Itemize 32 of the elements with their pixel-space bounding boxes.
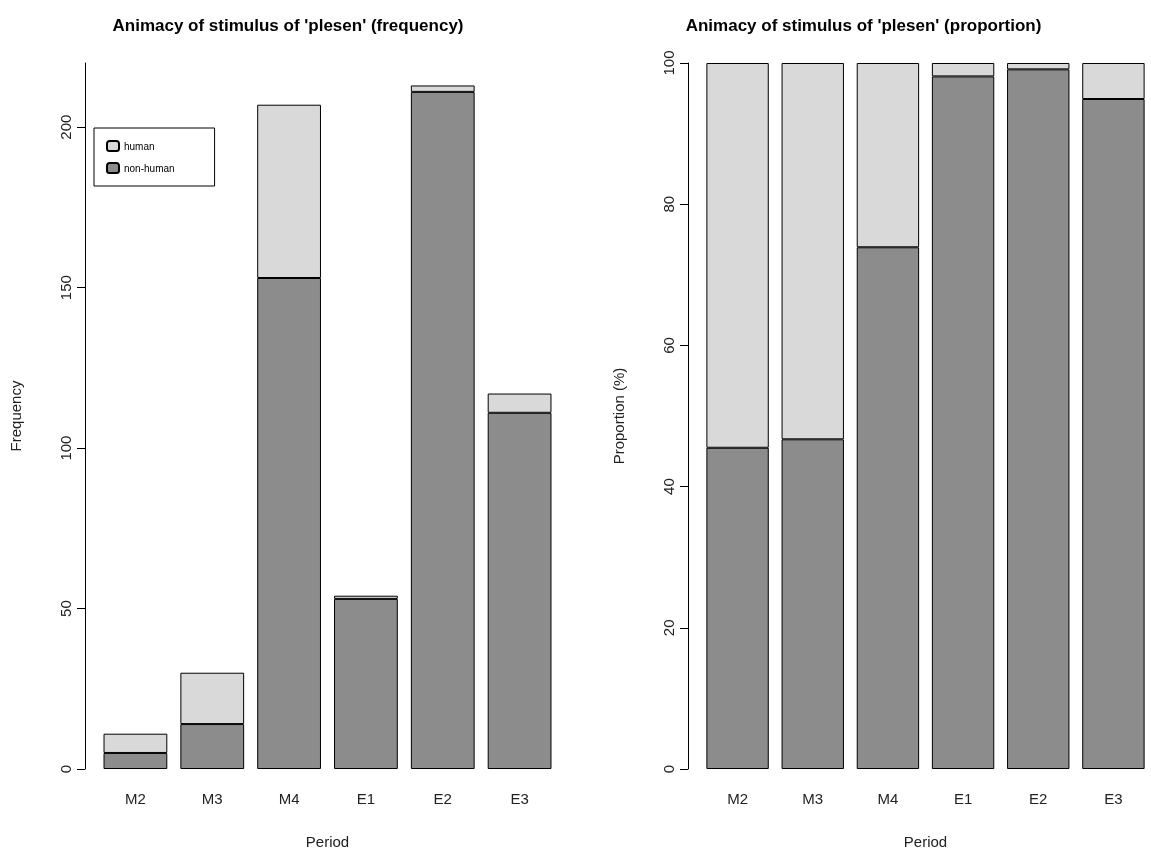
- legend-label: non-human: [124, 162, 175, 174]
- x-axis-title: Period: [903, 833, 948, 850]
- legend-label: human: [124, 140, 155, 152]
- y-tick-label: 60: [660, 337, 677, 354]
- y-tick-label: 50: [57, 600, 74, 617]
- x-tick-label: E3: [510, 790, 529, 807]
- y-tick-label: 100: [660, 50, 677, 76]
- y-tick-label: 100: [57, 435, 74, 461]
- y-tick-label: 20: [660, 619, 677, 637]
- bar: [334, 598, 398, 769]
- y-tick-label: 40: [660, 478, 677, 495]
- x-tick-label: M2: [124, 790, 146, 807]
- chart-title: Animacy of stimulus of 'plesen' (frequency): [112, 16, 464, 35]
- x-tick-label: M4: [877, 790, 899, 807]
- x-tick-label: E2: [1029, 790, 1048, 807]
- x-tick-label: M2: [727, 790, 749, 807]
- x-tick-label: M3: [802, 790, 824, 807]
- y-tick-label: 200: [57, 114, 74, 140]
- y-tick-label: 80: [660, 195, 677, 213]
- y-axis-title: Frequency: [7, 380, 24, 452]
- x-axis-title: Period: [305, 833, 350, 850]
- y-tick-label: 0: [57, 764, 74, 774]
- x-tick-label: E1: [953, 790, 973, 807]
- y-axis-title: Proportion (%): [610, 367, 627, 465]
- x-tick-label: E2: [433, 790, 452, 807]
- x-tick-label: E3: [1104, 790, 1123, 807]
- chart-title: Animacy of stimulus of 'plesen' (proportion): [685, 16, 1042, 35]
- x-tick-label: E1: [356, 790, 376, 807]
- x-tick-label: M4: [278, 790, 300, 807]
- x-tick-label: M3: [201, 790, 223, 807]
- y-tick-label: 150: [57, 275, 74, 301]
- y-tick-label: 0: [660, 764, 677, 774]
